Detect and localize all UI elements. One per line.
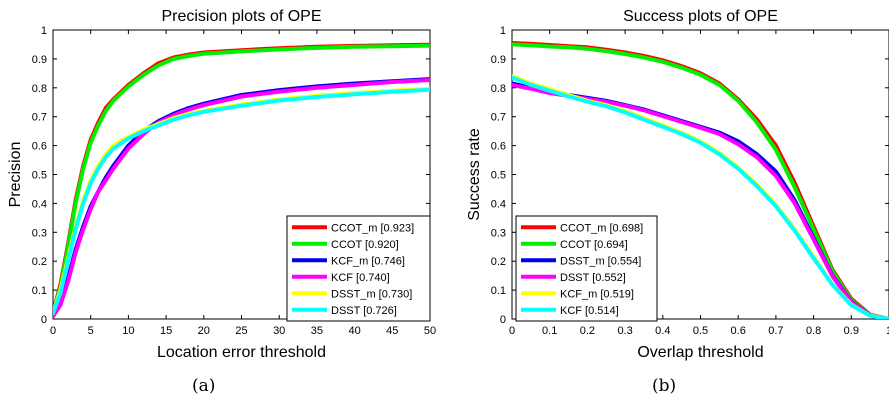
x-tick-label: 0 — [50, 325, 56, 337]
x-axis-label: Overlap threshold — [637, 344, 763, 361]
series-group — [53, 42, 430, 319]
y-tick-label: 0 — [41, 314, 47, 326]
series-line-5 — [512, 75, 889, 319]
y-tick-label: 0.4 — [32, 198, 47, 210]
series-line-1 — [512, 42, 889, 319]
x-tick-label: 0.1 — [542, 325, 557, 337]
x-axis-label: Location error threshold — [157, 344, 326, 361]
x-tick-label: 1 — [886, 325, 889, 337]
chart-panel-0: 0 5 10 15 20 25 30 35 40 45 50 0 0.1 0.2 0.3 0.4 0.5 0.6 0… — [7, 8, 436, 361]
legend-label: CCOT [0.920] — [331, 239, 399, 251]
legend-label: DSST_m [0.730] — [331, 288, 412, 300]
legend-label: CCOT_m [0.698] — [560, 222, 643, 234]
legend-label: KCF [0.514] — [560, 305, 619, 317]
legend-label: DSST [0.726] — [331, 305, 397, 317]
x-tick-label: 5 — [88, 325, 94, 337]
x-tick-label: 50 — [424, 325, 436, 337]
x-tick-label: 45 — [386, 325, 398, 337]
y-tick-label: 0.8 — [491, 83, 506, 95]
x-tick-label: 25 — [235, 325, 247, 337]
legend-label: CCOT_m [0.923] — [331, 222, 414, 234]
legend-label: DSST [0.552] — [560, 272, 626, 284]
chart-title: Precision plots of OPE — [161, 8, 321, 25]
series-group — [512, 41, 889, 319]
legend-label: KCF_m [0.746] — [331, 255, 405, 267]
y-tick-label: 0.1 — [32, 285, 47, 297]
y-tick-label: 0.7 — [32, 112, 47, 124]
y-tick-label: 0.2 — [491, 256, 506, 268]
y-tick-label: 0.7 — [491, 112, 506, 124]
y-axis-label: Precision — [7, 142, 24, 208]
caption-b: (b) — [652, 376, 677, 396]
y-tick-label: 0.6 — [491, 141, 506, 153]
x-tick-label: 0.6 — [731, 325, 746, 337]
x-tick-label: 0.8 — [806, 325, 821, 337]
y-tick-label: 0 — [500, 314, 506, 326]
x-tick-label: 20 — [198, 325, 210, 337]
legend-box — [515, 215, 658, 322]
y-tick-label: 0.2 — [32, 256, 47, 268]
legend: CCOT_m [0.698] CCOT [0.694] DSST_m [0.554]… — [515, 215, 658, 322]
y-axis-label: Success rate — [466, 128, 483, 221]
x-tick-label: 0.3 — [617, 325, 632, 337]
y-tick-label: 0.6 — [32, 141, 47, 153]
y-tick-label: 0.5 — [491, 170, 506, 182]
x-tick-label: 0.9 — [844, 325, 859, 337]
legend-label: CCOT [0.694] — [560, 239, 628, 251]
caption-a: (a) — [192, 376, 216, 396]
y-tick-label: 0.4 — [491, 198, 506, 210]
legend-label: KCF [0.740] — [331, 272, 390, 284]
x-tick-label: 15 — [160, 325, 172, 337]
y-tick-label: 0.8 — [32, 83, 47, 95]
series-line-5 — [53, 87, 430, 316]
y-tick-label: 1 — [500, 25, 506, 37]
x-tick-label: 0.4 — [655, 325, 670, 337]
x-tick-label: 0.2 — [580, 325, 595, 337]
x-tick-label: 0 — [509, 325, 515, 337]
x-tick-label: 0.7 — [768, 325, 783, 337]
x-tick-label: 0.5 — [693, 325, 708, 337]
series-line-3 — [53, 78, 430, 319]
y-tick-label: 0.9 — [491, 54, 506, 66]
y-tick-label: 0.5 — [32, 170, 47, 182]
series-line-1 — [53, 43, 430, 316]
x-tick-label: 40 — [348, 325, 360, 337]
chart-title: Success plots of OPE — [623, 8, 778, 25]
y-tick-label: 1 — [41, 25, 47, 37]
y-tick-label: 0.9 — [32, 54, 47, 66]
y-tick-label: 0.3 — [491, 227, 506, 239]
x-tick-label: 35 — [311, 325, 323, 337]
chart-panel-1: 0 0.1 0.2 0.3 0.4 0.5 0.6 0.7 0.8 0.9 1 0 0.1 0.2 0.3 0… — [466, 8, 889, 361]
x-tick-label: 30 — [273, 325, 285, 337]
legend: CCOT_m [0.923] CCOT [0.920] KCF_m [0.746] K… — [286, 215, 431, 322]
legend-label: DSST_m [0.554] — [560, 255, 641, 267]
y-tick-label: 0.1 — [491, 285, 506, 297]
legend-box — [286, 215, 431, 322]
y-tick-label: 0.3 — [32, 227, 47, 239]
legend-label: KCF_m [0.519] — [560, 288, 634, 300]
x-tick-label: 10 — [122, 325, 134, 337]
